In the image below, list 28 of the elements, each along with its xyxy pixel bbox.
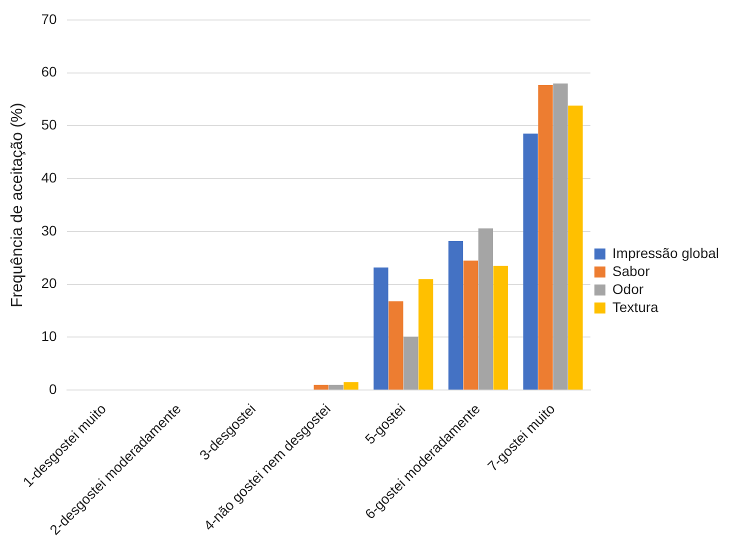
bar (374, 267, 388, 390)
bar (314, 384, 328, 390)
y-tick-label: 50 (41, 116, 57, 133)
bar (538, 85, 553, 390)
legend-label: Sabor (612, 262, 650, 279)
y-tick-label: 20 (41, 275, 57, 292)
legend-label: Odor (612, 280, 644, 297)
bar (404, 336, 418, 390)
bar (328, 384, 344, 390)
bar (568, 106, 583, 390)
bar (418, 279, 434, 390)
bar (523, 134, 538, 390)
bar (553, 83, 568, 390)
y-axis-title: Frequência de aceitação (%) (9, 102, 26, 308)
y-tick-label: 0 (48, 380, 57, 397)
bar (388, 301, 404, 390)
bar (344, 382, 358, 390)
y-tick-label: 70 (41, 10, 57, 27)
bar (463, 260, 478, 390)
y-tick-label: 10 (41, 328, 57, 344)
legend-label: Impressão global (612, 244, 720, 261)
bar (448, 241, 464, 390)
legend-label: Textura (612, 298, 659, 315)
y-tick-label: 30 (41, 222, 57, 238)
y-tick-label: 40 (41, 169, 57, 186)
bar (493, 266, 508, 390)
y-tick-label: 60 (41, 64, 57, 80)
bar (478, 228, 493, 390)
